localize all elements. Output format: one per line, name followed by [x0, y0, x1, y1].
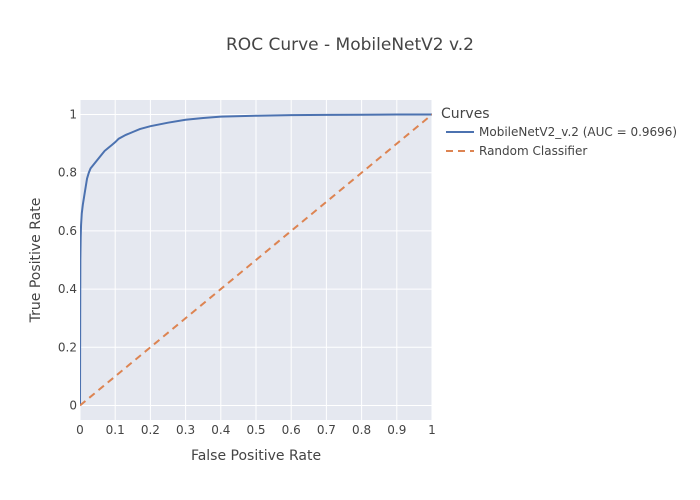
legend-item-1[interactable]: Random Classifier: [446, 144, 587, 158]
x-axis-ticks: 0 0.1 0.2 0.3 0.4 0.5 0.6 0.7 0.8 0.9 1: [76, 423, 436, 437]
x-tick-label: 0.8: [352, 423, 371, 437]
x-tick-label: 1: [428, 423, 436, 437]
y-tick-label: 0: [69, 398, 77, 412]
x-tick-label: 0.7: [317, 423, 336, 437]
y-axis-title: True Positive Rate: [28, 198, 44, 324]
legend-item-0[interactable]: MobileNetV2_v.2 (AUC = 0.9696): [446, 125, 677, 139]
legend[interactable]: Curves MobileNetV2_v.2 (AUC = 0.9696) Ran…: [441, 106, 677, 158]
x-tick-label: 0.4: [211, 423, 230, 437]
y-tick-label: 0.8: [58, 166, 77, 180]
series-line-1: [80, 113, 432, 407]
series-layer: [80, 113, 432, 407]
y-tick-label: 0.4: [58, 282, 77, 296]
y-tick-label: 1: [69, 108, 77, 122]
series-line-0: [80, 113, 432, 406]
y-tick-label: 0.6: [58, 224, 77, 238]
y-axis-ticks: 0 0.2 0.4 0.6 0.8 1: [58, 108, 77, 413]
x-tick-label: 0.2: [141, 423, 160, 437]
x-tick-label: 0.3: [176, 423, 195, 437]
x-tick-label: 0.5: [246, 423, 265, 437]
x-axis-title: False Positive Rate: [191, 448, 321, 464]
chart-title: ROC Curve - MobileNetV2 v.2: [226, 35, 474, 55]
legend-label-0: MobileNetV2_v.2 (AUC = 0.9696): [479, 125, 677, 139]
x-tick-label: 0: [76, 423, 84, 437]
x-tick-label: 0.1: [106, 423, 125, 437]
grid-lines: [79, 100, 433, 420]
legend-label-1: Random Classifier: [479, 144, 587, 158]
legend-title: Curves: [441, 106, 490, 122]
x-tick-label: 0.6: [282, 423, 301, 437]
y-tick-label: 0.2: [58, 340, 77, 354]
x-tick-label: 0.9: [387, 423, 406, 437]
